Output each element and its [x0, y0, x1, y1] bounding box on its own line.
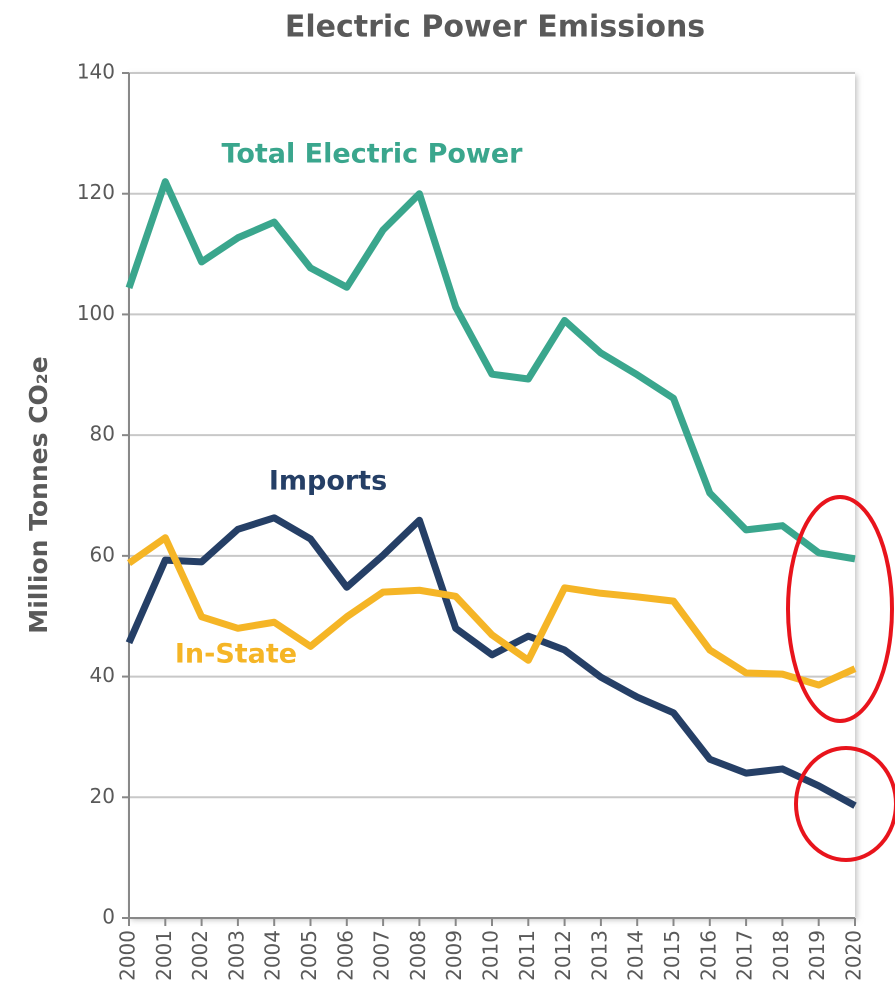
x-tick-label: 2008 — [406, 930, 430, 981]
x-tick-label: 2012 — [551, 930, 575, 981]
series-line — [125, 514, 857, 809]
y-tick-label: 20 — [90, 784, 115, 808]
x-tick-label: 2000 — [116, 930, 140, 981]
annotation-circle — [794, 746, 895, 862]
chart-title: Electric Power Emissions — [285, 10, 705, 45]
x-tick-label: 2005 — [297, 930, 321, 981]
x-tick-label: 2014 — [624, 930, 648, 981]
x-tick-label: 2020 — [842, 930, 866, 981]
x-tick-label: 2007 — [370, 930, 394, 981]
plot-area — [129, 73, 855, 918]
y-tick-label: 40 — [90, 663, 115, 687]
x-tick-label: 2017 — [733, 930, 757, 981]
y-axis-label: Million Tonnes CO₂e — [24, 356, 53, 633]
x-tick-label: 2001 — [152, 930, 176, 981]
x-tick-label: 2010 — [479, 930, 503, 981]
series-label: In-State — [175, 639, 297, 670]
y-tick-label: 60 — [90, 542, 115, 566]
series-line — [125, 178, 856, 563]
x-tick-label: 2013 — [587, 930, 611, 981]
y-tick-label: 80 — [90, 422, 115, 446]
series-label: Imports — [269, 466, 387, 497]
x-tick-label: 2016 — [696, 930, 720, 981]
x-tick-label: 2019 — [805, 930, 829, 981]
x-tick-label: 2004 — [261, 930, 285, 981]
series-label: Total Electric Power — [222, 139, 524, 170]
y-tick-label: 0 — [102, 905, 115, 929]
x-tick-label: 2015 — [660, 930, 684, 981]
y-tick-label: 120 — [77, 180, 115, 204]
annotation-circle — [786, 495, 894, 723]
series-line — [126, 534, 857, 689]
x-tick-label: 2018 — [769, 930, 793, 981]
plot: 0 20 40 60 80 100 120 140 2000 2001 2002 2003 2004 20… — [77, 60, 866, 981]
x-tick-label: 2009 — [442, 930, 466, 981]
x-tick-label: 2003 — [224, 930, 248, 981]
x-tick-label: 2006 — [333, 930, 357, 981]
y-tick-label: 140 — [77, 60, 115, 84]
x-tick-label: 2011 — [515, 930, 539, 981]
x-tick-label: 2002 — [188, 930, 212, 981]
y-tick-label: 100 — [77, 301, 115, 325]
